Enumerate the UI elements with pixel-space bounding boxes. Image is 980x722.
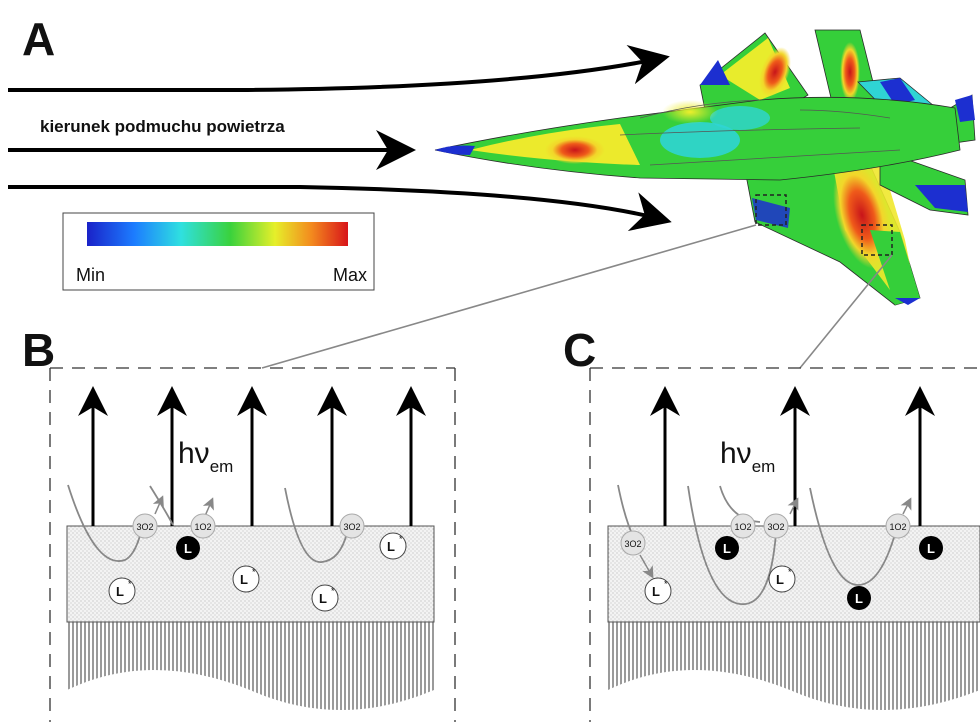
svg-text:*: * — [788, 567, 792, 577]
triplet-oxygen-molecule: 3O2 — [763, 513, 789, 539]
panel-c-diagram — [589, 367, 980, 722]
svg-text:3O2: 3O2 — [767, 522, 784, 532]
svg-text:L: L — [776, 572, 784, 587]
panel-label-b: B — [22, 324, 55, 376]
connector-line-c — [799, 254, 893, 369]
singlet-oxygen-molecule: 1O2 — [190, 513, 216, 539]
excited-luminophore: L * — [232, 565, 260, 593]
svg-text:3O2: 3O2 — [136, 522, 153, 532]
excited-luminophore: L * — [311, 584, 339, 612]
quenched-luminophore: L — [847, 586, 871, 610]
svg-text:*: * — [664, 579, 668, 589]
svg-text:3O2: 3O2 — [624, 539, 641, 549]
svg-text:3O2: 3O2 — [343, 522, 360, 532]
panel-b-diagram — [49, 367, 456, 722]
excited-luminophore: L * — [644, 577, 672, 605]
svg-text:L: L — [184, 541, 192, 556]
excited-luminophore: L * — [379, 532, 407, 560]
svg-text:L: L — [723, 541, 731, 556]
colorbar-gradient — [87, 222, 348, 246]
svg-text:L: L — [855, 591, 863, 606]
quenched-luminophore: L — [715, 536, 739, 560]
panel-label-c: C — [563, 324, 596, 376]
svg-text:L: L — [116, 584, 124, 599]
emission-label-c: hνem — [720, 437, 775, 476]
zoom-box-high-pressure — [861, 224, 893, 256]
triplet-oxygen-molecule: 3O2 — [132, 513, 158, 539]
excited-luminophore: L * — [108, 577, 136, 605]
aircraft-pressure-map — [434, 29, 976, 306]
oxygen-release-arrow — [202, 497, 214, 517]
svg-text:*: * — [252, 567, 256, 577]
oxygen-release-arrow — [900, 497, 912, 515]
svg-text:L: L — [319, 591, 327, 606]
svg-text:L: L — [927, 541, 935, 556]
colorbar-min-label: Min — [76, 265, 105, 285]
oxygen-path — [639, 554, 654, 579]
svg-text:L: L — [387, 539, 395, 554]
quenched-luminophore: L — [176, 536, 200, 560]
svg-text:*: * — [399, 534, 403, 544]
flow-arrow-lower — [8, 185, 672, 232]
triplet-oxygen-molecule: 3O2 — [339, 513, 365, 539]
svg-text:*: * — [128, 579, 132, 589]
oxygen-path — [67, 484, 142, 562]
oxygen-path — [284, 487, 348, 563]
connector-line-b — [261, 224, 757, 369]
colorbar-max-label: Max — [333, 265, 367, 285]
oxygen-path — [809, 487, 896, 586]
oxygen-path — [687, 485, 777, 605]
svg-text:*: * — [331, 586, 335, 596]
oxygen-path — [719, 485, 761, 523]
flow-direction-label: kierunek podmuchu powietrza — [40, 117, 285, 136]
emission-label-b: hνem — [178, 437, 233, 476]
flow-arrow-upper — [8, 45, 670, 92]
triplet-oxygen-molecule: 3O2 — [620, 530, 646, 556]
oxygen-release-arrow — [787, 497, 799, 515]
svg-text:1O2: 1O2 — [194, 522, 211, 532]
zoom-box-low-pressure — [755, 194, 787, 226]
svg-text:1O2: 1O2 — [734, 522, 751, 532]
singlet-oxygen-molecule: 1O2 — [885, 513, 911, 539]
svg-text:L: L — [652, 584, 660, 599]
singlet-oxygen-molecule: 1O2 — [730, 513, 756, 539]
svg-text:L: L — [240, 572, 248, 587]
oxygen-release-arrow — [152, 495, 164, 515]
excited-luminophore: L * — [768, 565, 796, 593]
svg-text:1O2: 1O2 — [889, 522, 906, 532]
quenched-luminophore: L — [919, 536, 943, 560]
panel-label-a: A — [22, 13, 55, 65]
